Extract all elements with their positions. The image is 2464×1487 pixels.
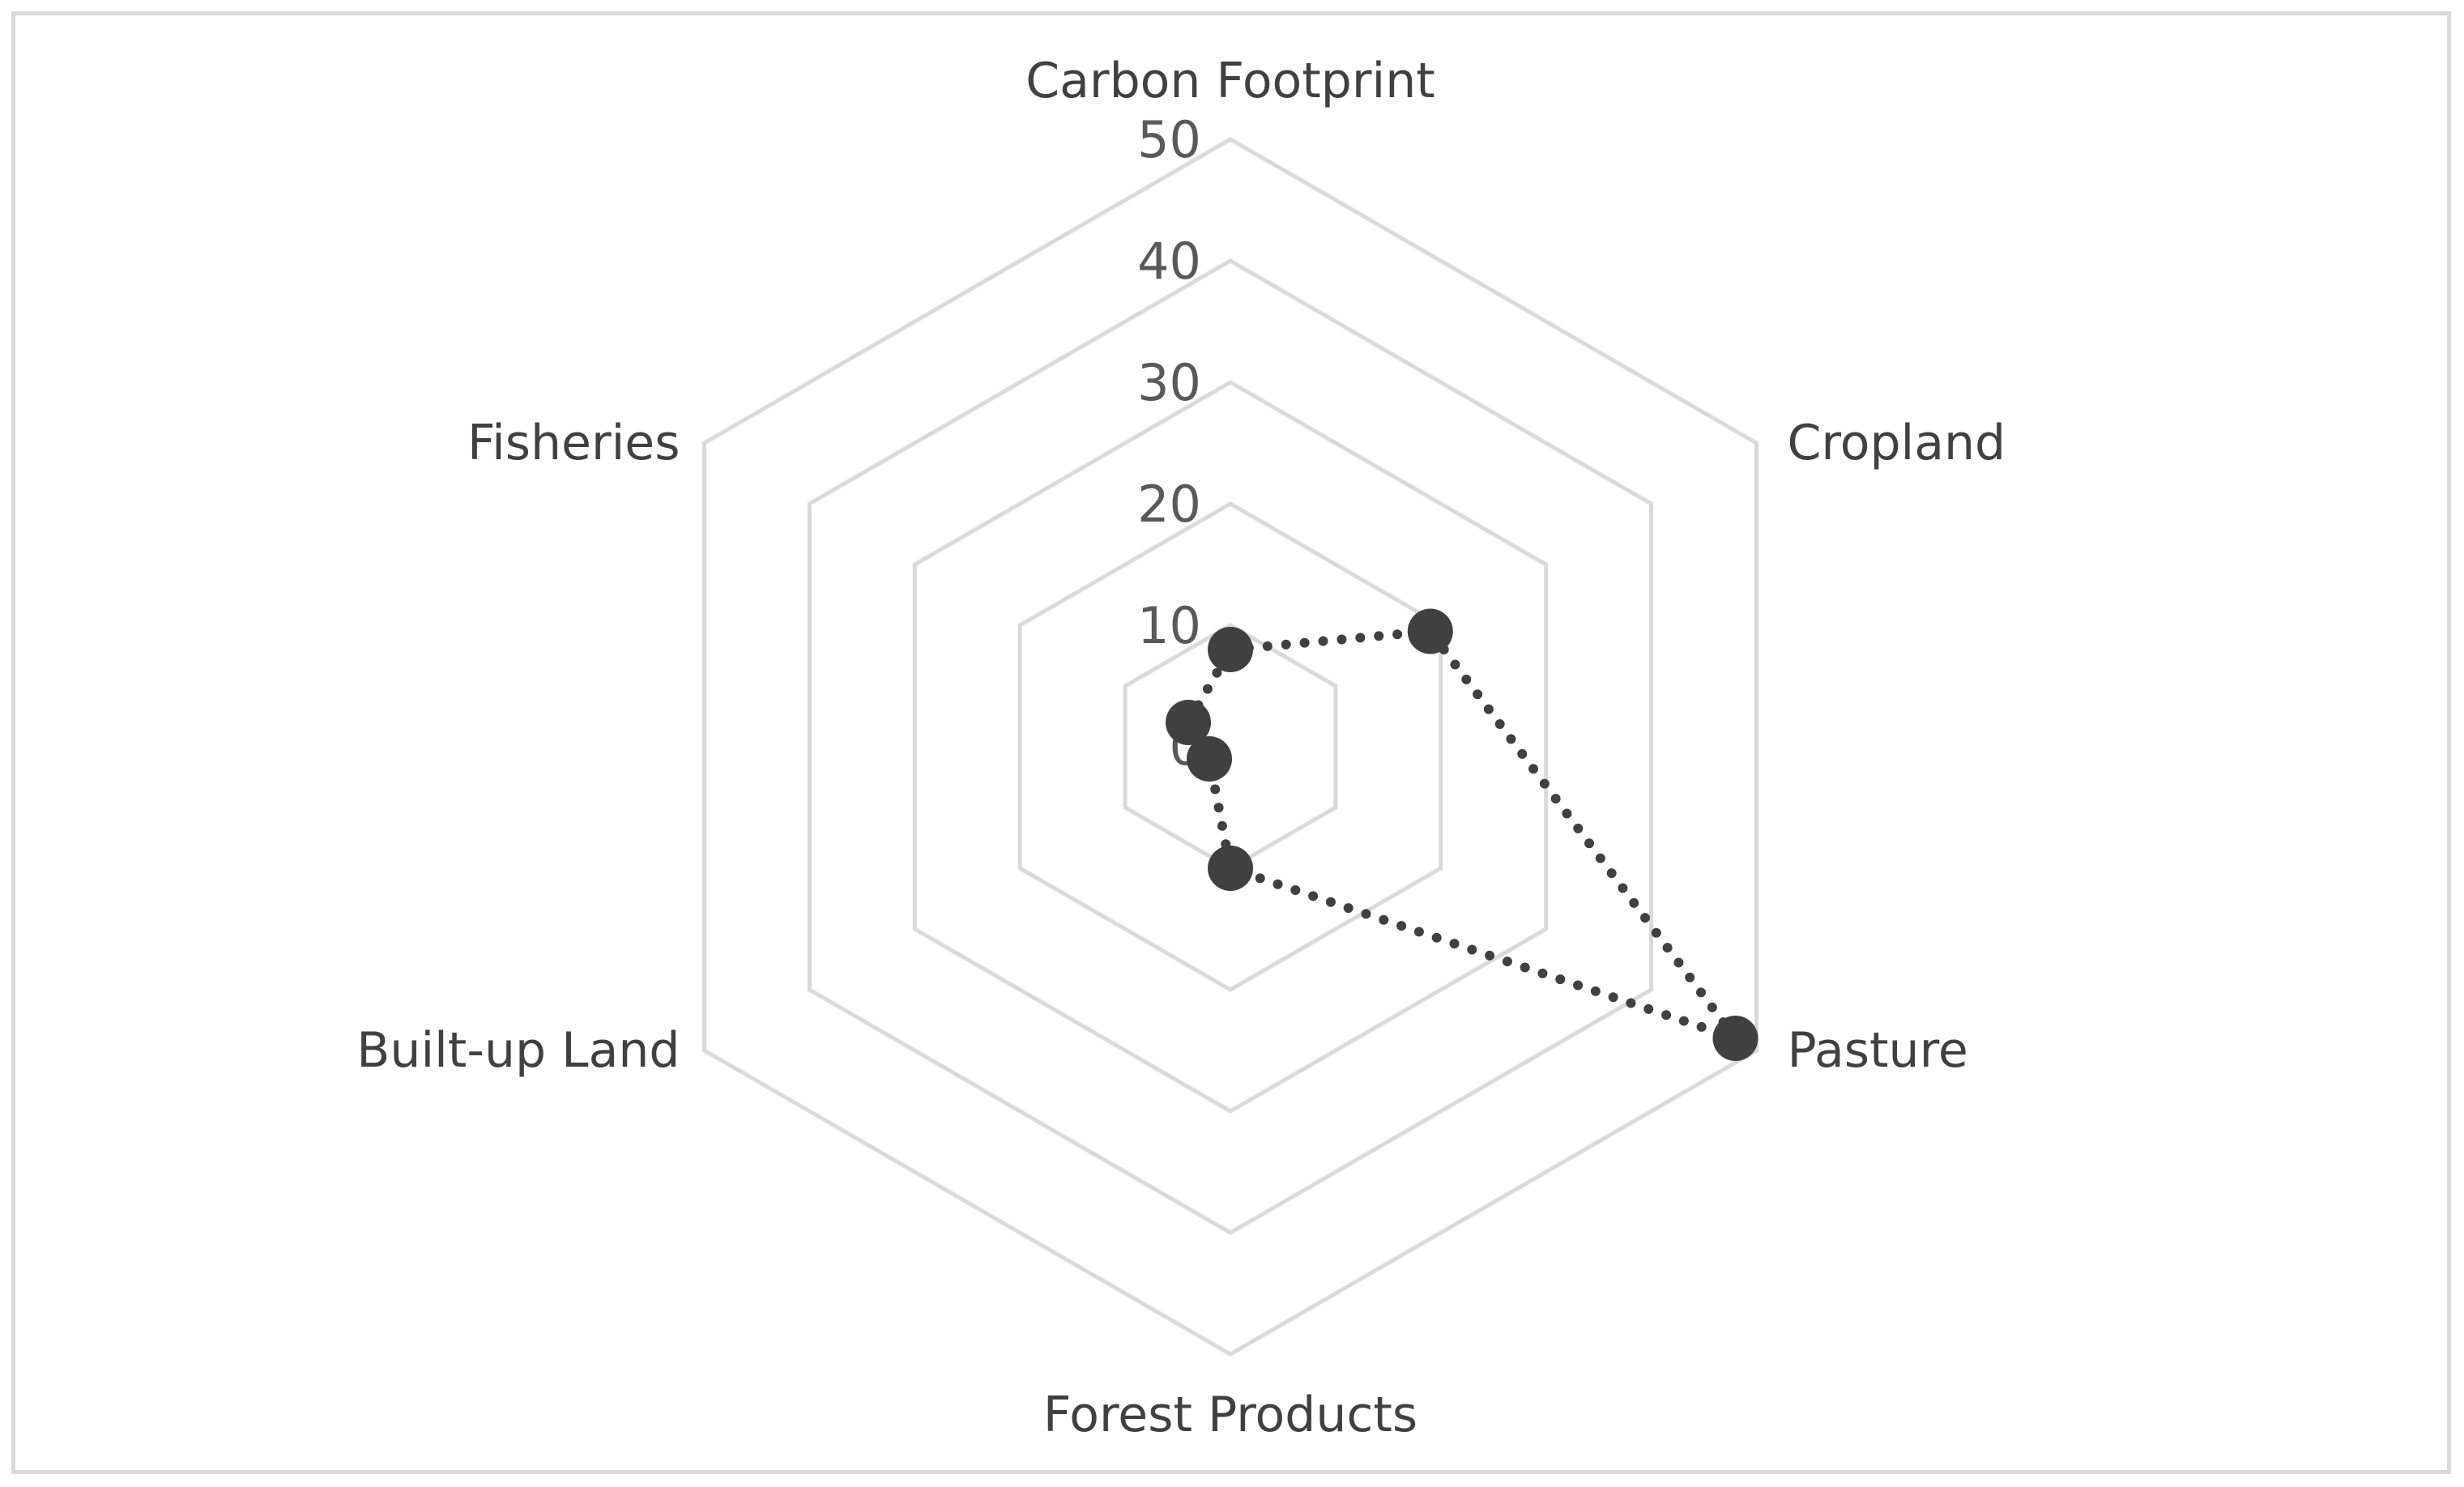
axis-label-fisheries: Fisheries: [467, 415, 680, 471]
tick-label-30: 30: [1137, 353, 1201, 412]
axis-label-forest-products: Forest Products: [1043, 1387, 1417, 1443]
radar-axis-labels: Carbon Footprint Cropland Pasture Forest Pr…: [356, 53, 2006, 1443]
data-point-cropland: [1407, 608, 1453, 654]
tick-label-40: 40: [1137, 232, 1201, 291]
grid-ring-20: [1017, 501, 1443, 992]
axis-label-pasture: Pasture: [1788, 1022, 1968, 1079]
radar-grid: [702, 137, 1758, 1357]
data-point-pasture: [1712, 1016, 1758, 1061]
data-point-fisheries: [1166, 700, 1211, 745]
data-point-forest-products: [1208, 846, 1253, 891]
grid-ring-40: [807, 258, 1654, 1235]
data-point-built-up-land: [1187, 736, 1232, 782]
tick-label-20: 20: [1137, 475, 1201, 534]
radar-series: [1166, 608, 1758, 1061]
axis-label-built-up-land: Built-up Land: [356, 1022, 680, 1079]
tick-label-50: 50: [1137, 110, 1201, 169]
grid-ring-30: [912, 380, 1549, 1114]
grid-ring-50: [702, 137, 1758, 1357]
axis-label-carbon-footprint: Carbon Footprint: [1025, 53, 1435, 109]
data-point-carbon-footprint: [1208, 627, 1253, 672]
tick-label-10: 10: [1137, 596, 1201, 655]
axis-label-cropland: Cropland: [1788, 415, 2006, 471]
